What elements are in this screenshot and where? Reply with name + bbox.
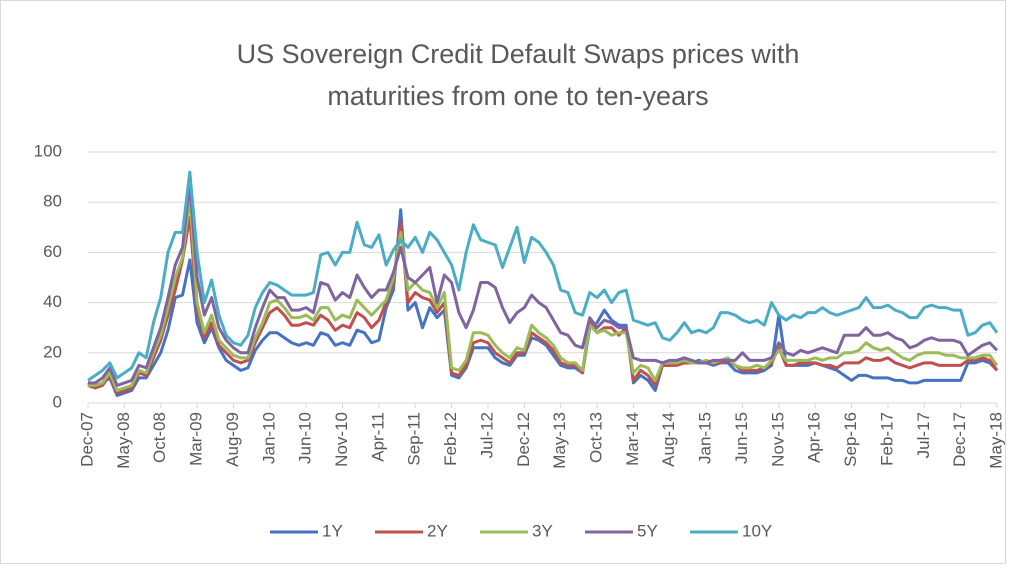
x-tick-label: Apr-16: [805, 412, 824, 463]
x-tick-label: May-13: [550, 412, 569, 469]
x-tick-label: Sep-11: [405, 412, 424, 466]
chart-frame: [0, 0, 1006, 564]
x-tick-label: Dec-17: [950, 412, 969, 467]
legend-label: 3Y: [532, 521, 553, 540]
chart-subtitle: maturities from one to ten-years: [327, 81, 708, 111]
x-tick-label: Jul-12: [477, 412, 496, 458]
x-tick-label: Nov-10: [332, 412, 351, 467]
x-tick-label: Oct-13: [587, 412, 606, 463]
x-tick-label: Dec-07: [77, 412, 96, 467]
x-tick-label: Jan-10: [259, 412, 278, 464]
y-tick-label: 40: [43, 292, 62, 311]
x-tick-label: Feb-12: [441, 412, 460, 466]
x-tick-label: Jun-10: [296, 412, 315, 464]
legend-label: 2Y: [427, 521, 448, 540]
series-line: [87, 208, 999, 397]
x-tick-label: Jul-17: [914, 412, 933, 458]
x-tick-label: Feb-17: [877, 412, 896, 466]
x-tick-label: Mar-09: [187, 412, 206, 466]
series-line: [88, 180, 999, 387]
x-tick-label: Nov-15: [768, 412, 787, 467]
x-tick-label: Apr-11: [368, 412, 387, 462]
x-tick-label: Aug-09: [223, 412, 242, 467]
x-tick-label: Aug-14: [659, 412, 678, 467]
x-tick-label: Sep-16: [841, 412, 860, 467]
series-line: [87, 215, 999, 395]
y-tick-label: 60: [43, 242, 62, 261]
x-tick-label: May-18: [986, 412, 1005, 469]
series-line: [87, 170, 999, 382]
y-tick-label: 20: [43, 342, 62, 361]
x-tick-label: Jan-15: [696, 412, 715, 464]
legend-label: 1Y: [322, 521, 343, 540]
x-tick-label: Oct-08: [150, 412, 169, 463]
y-tick-label: 80: [43, 192, 62, 211]
chart-title: US Sovereign Credit Default Swaps prices…: [237, 39, 800, 69]
series-line: [88, 195, 999, 392]
x-tick-label: Dec-12: [514, 412, 533, 467]
x-tick-label: May-08: [114, 412, 133, 469]
legend-label: 10Y: [742, 521, 772, 540]
y-tick-label: 0: [53, 392, 62, 411]
x-tick-label: Mar-14: [623, 412, 642, 466]
y-tick-label: 100: [34, 141, 62, 160]
legend-label: 5Y: [637, 521, 658, 540]
x-tick-label: Jun-15: [732, 412, 751, 464]
